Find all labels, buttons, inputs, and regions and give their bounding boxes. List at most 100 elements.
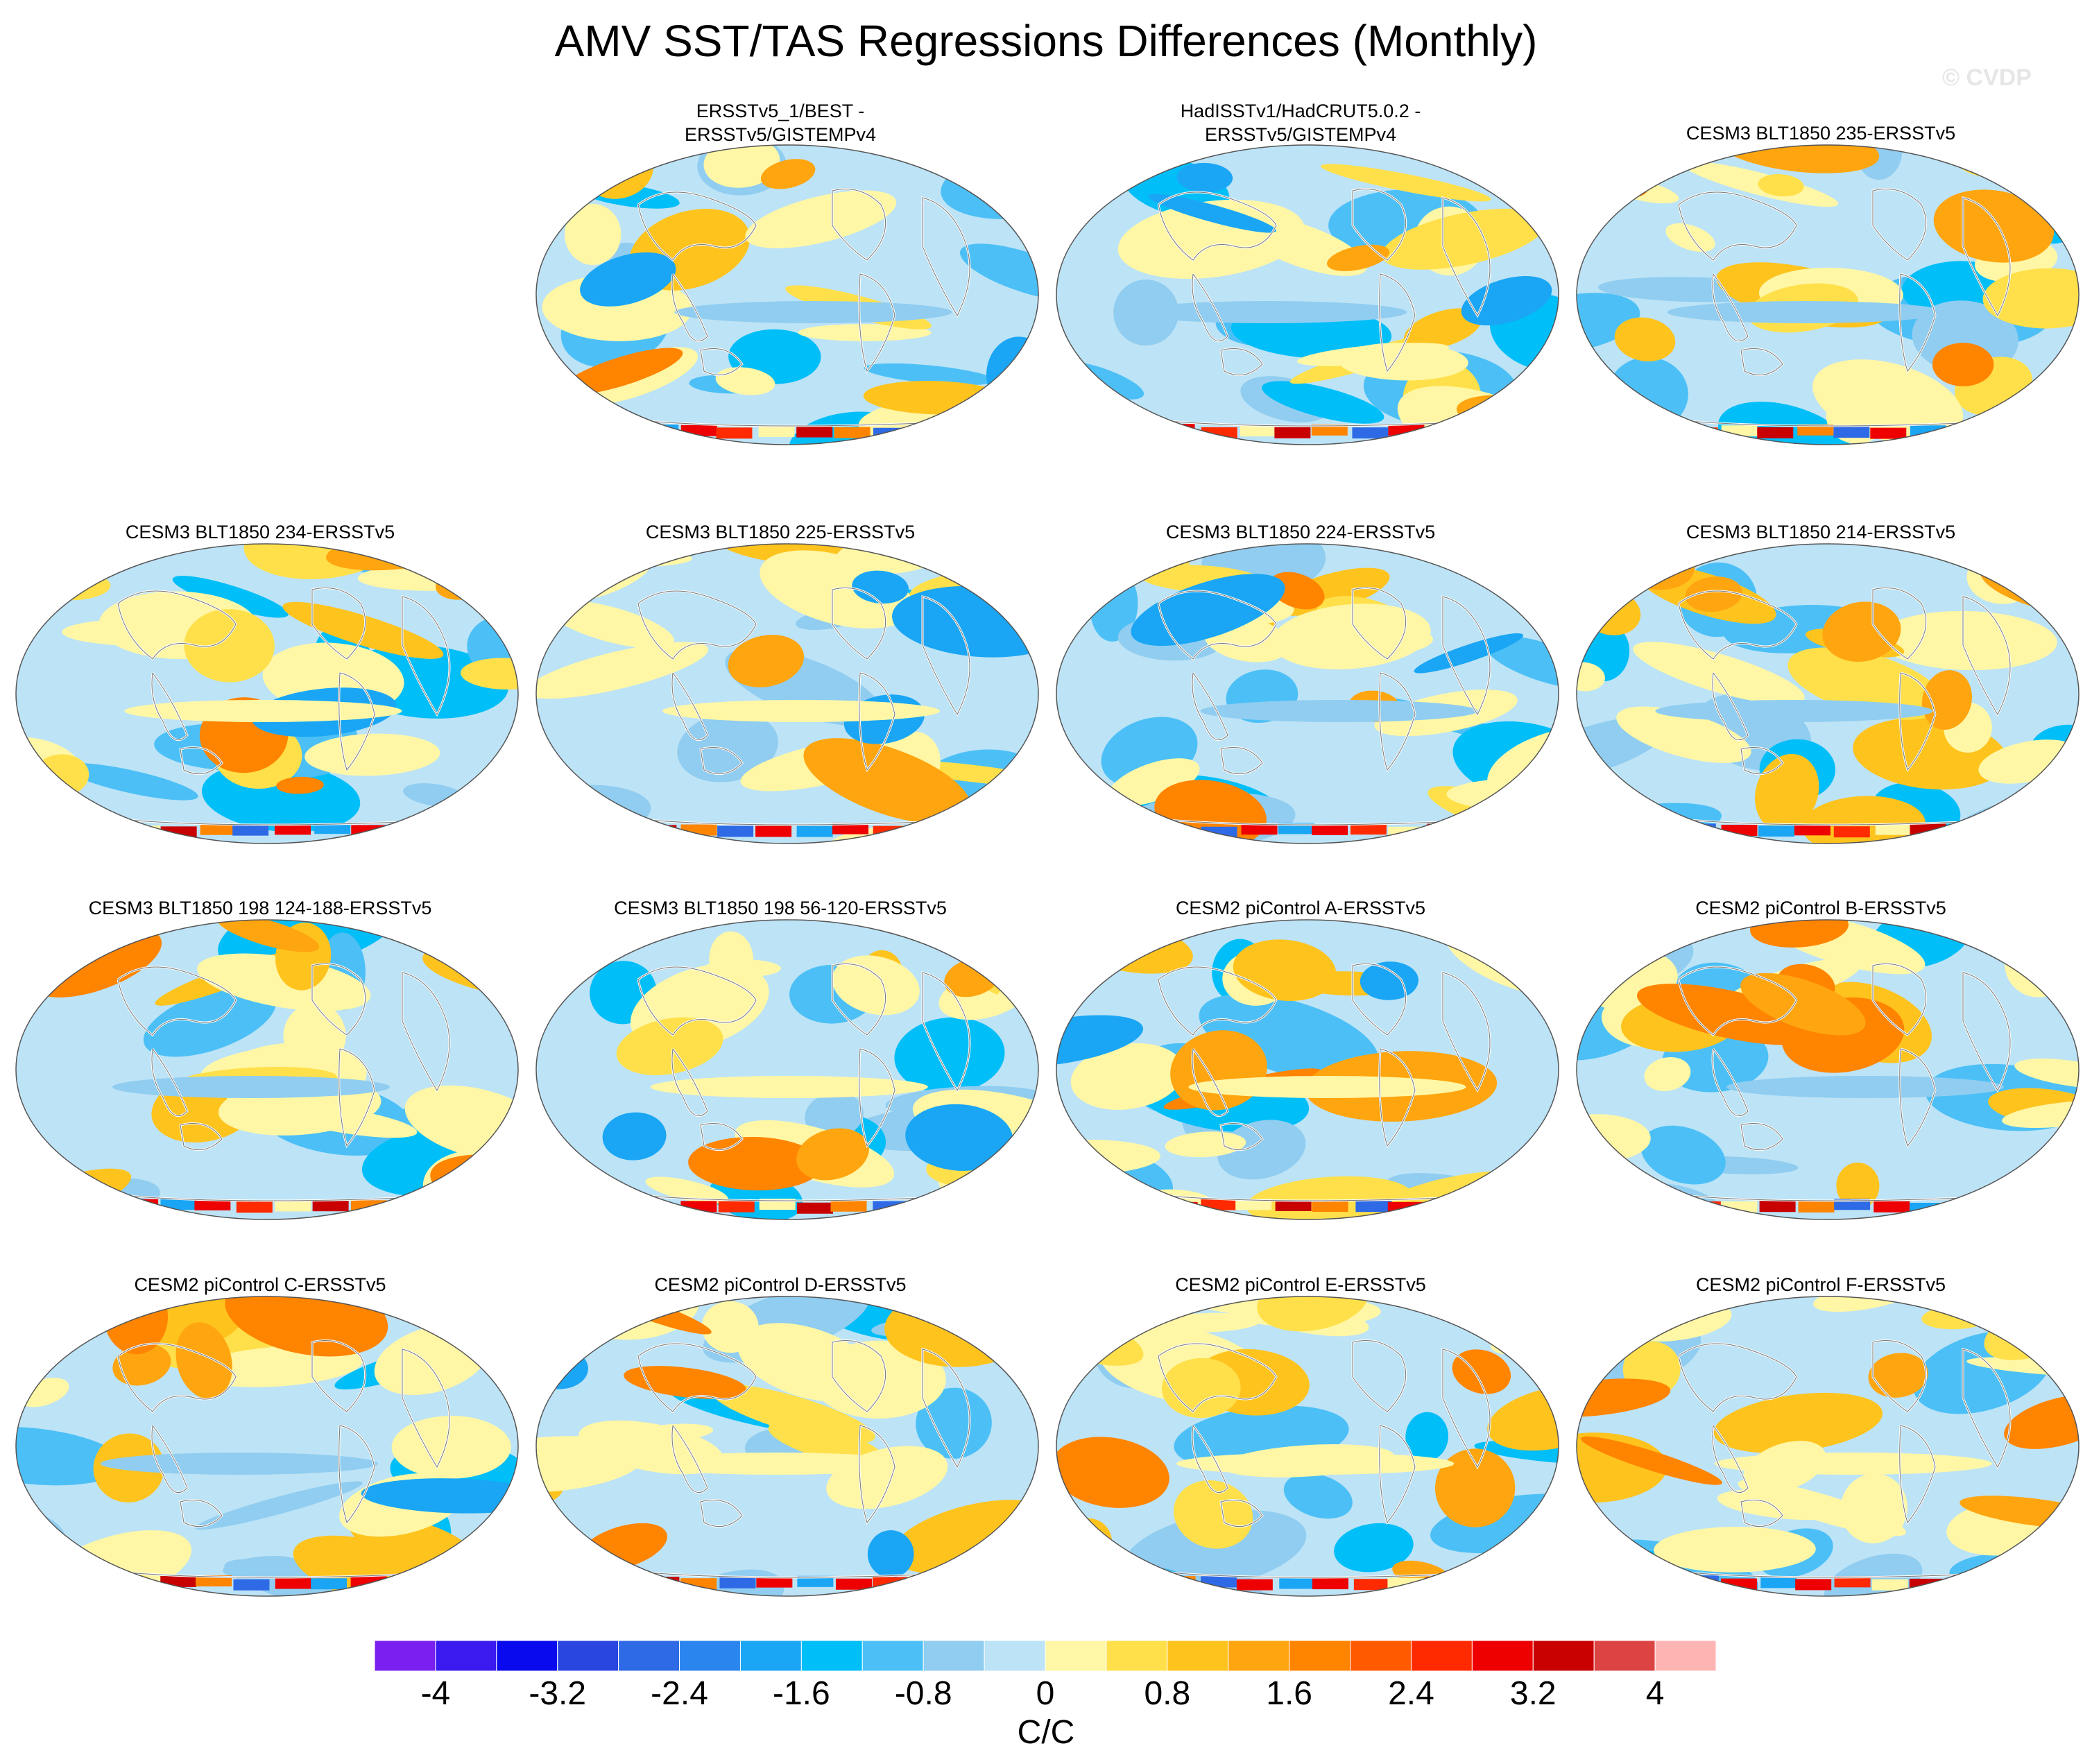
coastline: [1962, 197, 2011, 317]
figure-title: AMV SST/TAS Regressions Differences (Mon…: [554, 16, 1538, 66]
map-panel: HadISSTv1/HadCRUT5.0.2 - ERSSTv5/GISTEMPv…: [1044, 101, 1559, 454]
anomaly-region: [1334, 1523, 1414, 1573]
map-border: [535, 919, 1039, 1220]
equatorial-band: [1176, 1453, 1455, 1475]
antarctic-anomaly: [873, 427, 910, 439]
coastline: [1442, 972, 1491, 1092]
antarctic-anomaly: [1430, 1199, 1466, 1211]
coastline: [1712, 1048, 1749, 1117]
anomaly-region: [1327, 244, 1390, 271]
colorbar-tick-label: -0.8: [894, 1675, 952, 1712]
anomaly-region: [1108, 758, 1200, 806]
anomaly-region: [1577, 662, 1605, 692]
coastlines-outline: [631, 588, 970, 825]
colorbar-swatch: [1410, 1641, 1473, 1671]
coastline: [1158, 590, 1277, 660]
antarctic-anomaly: [796, 426, 833, 438]
coastline: [832, 189, 886, 261]
coastlines-outline: [1671, 1340, 2011, 1578]
anomaly-region: [1382, 208, 1546, 270]
antarctic-anomaly: [1236, 1579, 1273, 1591]
map-border: [535, 1296, 1039, 1597]
coastlines-outline: [1151, 1340, 1491, 1578]
antarctic-anomaly: [718, 1201, 755, 1213]
coastline: [1158, 191, 1277, 261]
antarctic-anomaly: [796, 825, 833, 837]
anomaly-region: [917, 418, 1034, 441]
world-map: [1576, 919, 2080, 1220]
colorbar-swatch: [984, 1641, 1046, 1671]
map-border: [1576, 144, 2080, 445]
map-border: [15, 543, 519, 844]
antarctic-anomaly: [1681, 427, 1718, 439]
colorbar-swatch: [1471, 1641, 1534, 1671]
anomaly-region: [894, 1017, 1005, 1094]
antarctic-anomaly: [642, 425, 679, 436]
antarctic-anomaly: [1158, 424, 1195, 436]
anomaly-region: [1813, 1296, 1920, 1312]
coastline: [922, 1348, 970, 1468]
equatorial-band: [674, 301, 952, 323]
map-border: [1576, 1296, 2080, 1597]
coastline: [832, 964, 886, 1036]
coastline: [1962, 596, 2011, 716]
coastline: [1352, 588, 1407, 660]
coastline: [859, 1048, 895, 1147]
antarctic-anomaly: [122, 1199, 159, 1210]
colorbar-swatches: [375, 1641, 1716, 1671]
antarctic-anomaly: [1870, 427, 1907, 439]
coastline: [1352, 1340, 1407, 1412]
coastline: [1872, 964, 1927, 1036]
anomaly-region: [905, 1104, 1013, 1171]
coastline: [1151, 419, 1443, 427]
anomaly-region: [1633, 642, 1805, 705]
colorbar-tick-label: -2.4: [651, 1675, 708, 1712]
anomaly-region: [2004, 1394, 2079, 1449]
anomaly-region: [805, 1092, 864, 1139]
anomaly-region: [195, 1481, 363, 1530]
anomaly-region: [1982, 268, 2079, 329]
coastline: [1740, 747, 1783, 775]
anomaly-region: [1174, 1480, 1253, 1549]
coastline: [631, 818, 923, 825]
panel-title: HadISSTv1/HadCRUT5.0.2 - ERSSTv5/GISTEMPv…: [1180, 101, 1421, 145]
antarctic-anomaly: [1275, 1199, 1312, 1211]
coastline: [1192, 1048, 1228, 1117]
coastline: [1379, 1425, 1416, 1524]
coastline: [637, 1343, 757, 1412]
coastline: [637, 590, 757, 660]
equatorial-band: [1129, 301, 1407, 323]
anomaly-region: [1713, 145, 1880, 173]
world-map: [1056, 919, 1559, 1220]
coastline: [700, 1123, 743, 1151]
map-panel: CESM2 piControl C-ERSSTv5: [3, 1252, 519, 1606]
antarctic-anomaly: [1952, 1578, 1989, 1590]
coastline: [700, 1500, 743, 1527]
anomaly-region: [745, 190, 897, 248]
antarctic-anomaly: [1312, 823, 1348, 835]
anomaly-region: [1665, 223, 1715, 252]
coastlines-outline: [110, 588, 450, 825]
panel-title: CESM3 BLT1850 224-ERSSTv5: [1165, 522, 1436, 542]
coastline: [700, 747, 743, 775]
coastline: [1712, 672, 1749, 741]
anomaly-region: [2014, 1059, 2079, 1089]
coastlines-outline: [631, 964, 970, 1201]
antarctic-anomaly: [1684, 1201, 1721, 1213]
map-panel: CESM2 piControl E-ERSSTv5: [1044, 1252, 1559, 1606]
antarctic-anomaly: [1798, 1201, 1835, 1213]
coastline: [338, 672, 375, 771]
antarctic-anomaly: [638, 1202, 675, 1214]
anomaly-region: [536, 642, 709, 699]
antarctic-anomaly: [1312, 1200, 1348, 1212]
colorbar-swatch: [1532, 1641, 1595, 1671]
colorbar-tick-labels: -4 -3.2 -2.4 -1.6 -0.8 0 0.8 1.6 2.4 3.2 4: [375, 1673, 1716, 1715]
colorbar-swatch: [679, 1641, 741, 1671]
anomaly-region: [580, 252, 676, 307]
coastlines-outline: [631, 1340, 970, 1578]
antarctic-anomaly: [1682, 1575, 1719, 1587]
anomaly-region: [1360, 961, 1418, 1000]
coastline: [117, 1343, 237, 1412]
coastline: [110, 818, 403, 825]
panel-title: CESM2 piControl A-ERSSTv5: [1175, 898, 1426, 918]
